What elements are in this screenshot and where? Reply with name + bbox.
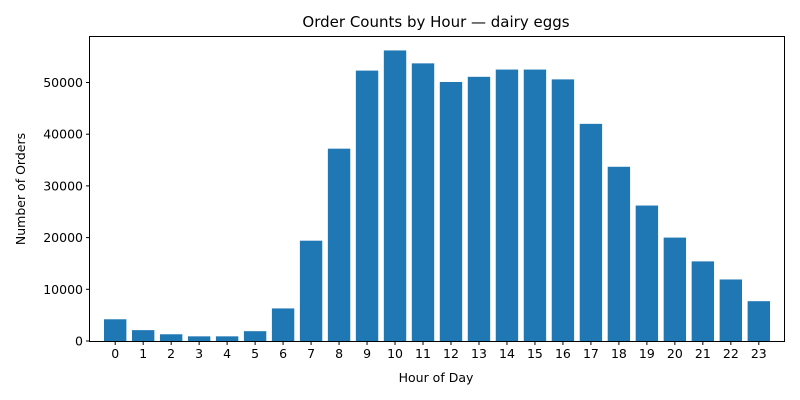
x-tick-label: 9	[363, 346, 371, 361]
y-tick-label: 10000	[43, 282, 83, 297]
bars-group	[103, 50, 771, 342]
y-tick-label: 0	[75, 334, 83, 349]
bar-hour-19	[635, 205, 659, 341]
x-tick-label: 6	[279, 346, 287, 361]
x-axis-label: Hour of Day	[399, 370, 474, 385]
y-axis-label: Number of Orders	[13, 133, 28, 245]
x-tick-label: 7	[307, 346, 315, 361]
x-tick-label: 17	[583, 346, 599, 361]
bar-hour-15	[523, 69, 547, 342]
x-axis-ticks: 0 1 2 3 4 5 6 7 8 9 10 11 12 13 14 15 16 17 18 19 20 21 22 23	[111, 341, 767, 361]
bar-hour-6	[271, 308, 295, 341]
bar-hour-9	[355, 70, 379, 342]
bar-hour-5	[243, 331, 267, 341]
x-tick-label: 13	[471, 346, 487, 361]
x-tick-label: 20	[667, 346, 683, 361]
x-tick-label: 12	[443, 346, 459, 361]
y-tick-label: 40000	[43, 127, 83, 142]
bar-hour-4	[215, 336, 239, 341]
bar-hour-1	[131, 330, 155, 341]
bar-hour-10	[383, 50, 407, 342]
x-tick-label: 2	[167, 346, 175, 361]
x-tick-label: 21	[695, 346, 711, 361]
bar-hour-22	[719, 279, 743, 341]
x-tick-label: 11	[415, 346, 431, 361]
bar-hour-11	[411, 63, 435, 342]
y-tick-label: 30000	[43, 178, 83, 193]
bar-hour-0	[103, 319, 127, 341]
x-tick-label: 4	[223, 346, 231, 361]
chart-title: Order Counts by Hour — dairy eggs	[302, 13, 569, 31]
bar-hour-12	[439, 81, 463, 342]
bar-hour-8	[327, 148, 351, 341]
x-tick-label: 5	[251, 346, 259, 361]
bar-hour-14	[495, 69, 519, 342]
bar-hour-18	[607, 166, 631, 341]
bar-hour-23	[747, 301, 771, 341]
y-tick-label: 20000	[43, 230, 83, 245]
bar-hour-2	[159, 334, 183, 341]
x-tick-label: 23	[751, 346, 767, 361]
x-tick-label: 3	[195, 346, 203, 361]
plot-frame	[89, 36, 785, 342]
x-tick-label: 18	[611, 346, 627, 361]
x-tick-label: 22	[723, 346, 739, 361]
bar-hour-7	[299, 240, 323, 341]
x-tick-label: 16	[555, 346, 571, 361]
bar-hour-3	[187, 336, 211, 341]
x-tick-label: 0	[111, 346, 119, 361]
x-tick-label: 19	[639, 346, 655, 361]
x-tick-label: 10	[387, 346, 403, 361]
y-axis-ticks: 0 10000 20000 30000 40000 50000	[43, 75, 90, 349]
bar-hour-17	[579, 123, 603, 341]
y-tick-label: 50000	[43, 75, 83, 90]
x-tick-label: 15	[527, 346, 543, 361]
bar-hour-16	[551, 79, 575, 341]
x-tick-label: 8	[335, 346, 343, 361]
bar-hour-20	[663, 237, 687, 341]
x-tick-label: 1	[139, 346, 147, 361]
x-tick-label: 14	[499, 346, 515, 361]
bar-hour-13	[467, 76, 491, 342]
bar-hour-21	[691, 261, 715, 341]
